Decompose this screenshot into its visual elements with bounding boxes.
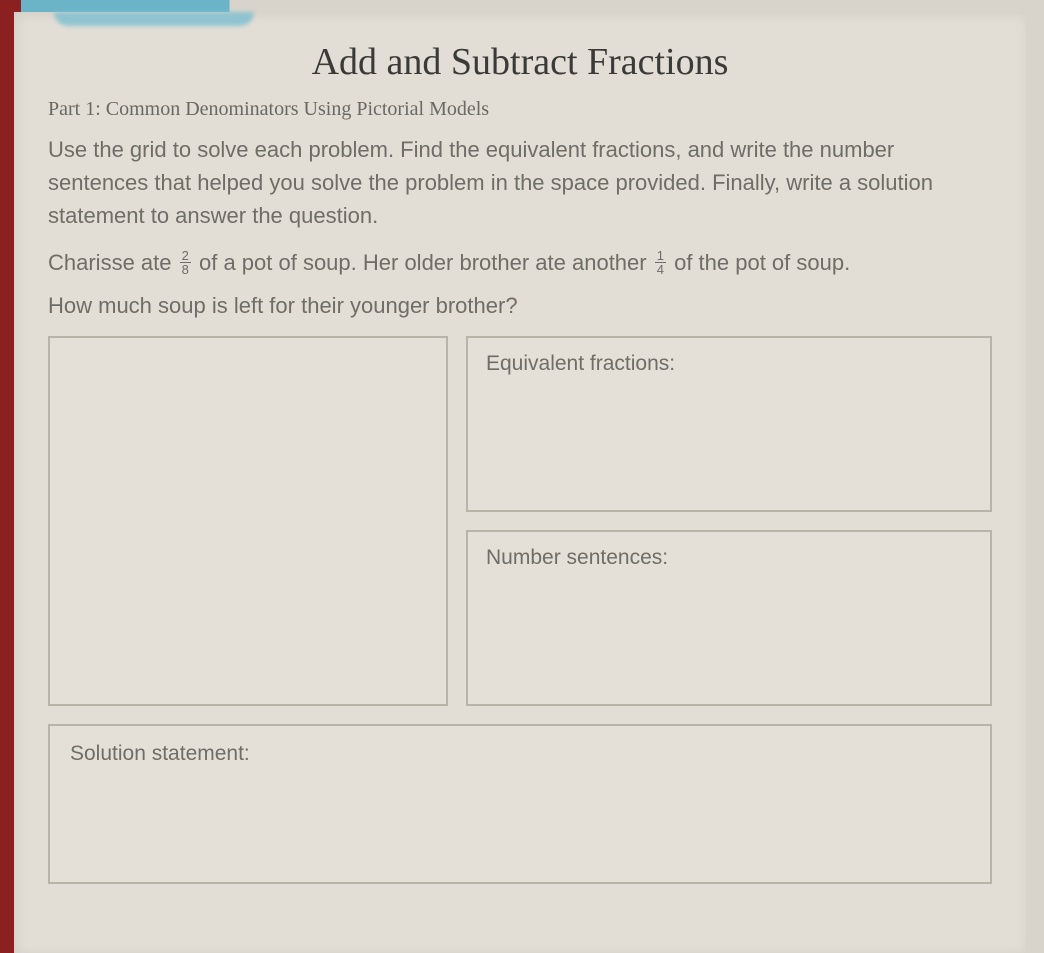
solution-statement-label: Solution statement: (70, 742, 970, 766)
problem-text: Charisse ate 2 8 of a pot of soup. Her o… (48, 246, 992, 279)
equivalent-fractions-label: Equivalent fractions: (486, 352, 972, 376)
number-sentences-label: Number sentences: (486, 546, 972, 570)
fraction-2: 1 4 (655, 249, 666, 276)
problem-suffix: of the pot of soup. (674, 250, 850, 275)
fraction-2-denominator: 4 (655, 263, 666, 276)
work-area: Equivalent fractions: Number sentences: (48, 336, 992, 706)
equivalent-fractions-box[interactable]: Equivalent fractions: (466, 336, 992, 512)
worksheet-page: Add and Subtract Fractions Part 1: Commo… (14, 12, 1026, 953)
grid-box[interactable] (48, 336, 448, 706)
right-column: Equivalent fractions: Number sentences: (466, 336, 992, 706)
solution-statement-box[interactable]: Solution statement: (48, 724, 992, 884)
instructions-text: Use the grid to solve each problem. Find… (48, 133, 992, 232)
problem-prefix: Charisse ate (48, 250, 178, 275)
fraction-1-numerator: 2 (180, 249, 191, 263)
question-text: How much soup is left for their younger … (48, 289, 992, 322)
page-left-edge (0, 0, 14, 953)
tab-shadow (54, 12, 254, 26)
part-label: Part 1: Common Denominators Using Pictor… (48, 98, 992, 121)
page-title: Add and Subtract Fractions (48, 40, 992, 84)
number-sentences-box[interactable]: Number sentences: (466, 530, 992, 706)
fraction-1-denominator: 8 (180, 263, 191, 276)
problem-mid: of a pot of soup. Her older brother ate … (199, 250, 653, 275)
fraction-1: 2 8 (180, 249, 191, 276)
fraction-2-numerator: 1 (655, 249, 666, 263)
